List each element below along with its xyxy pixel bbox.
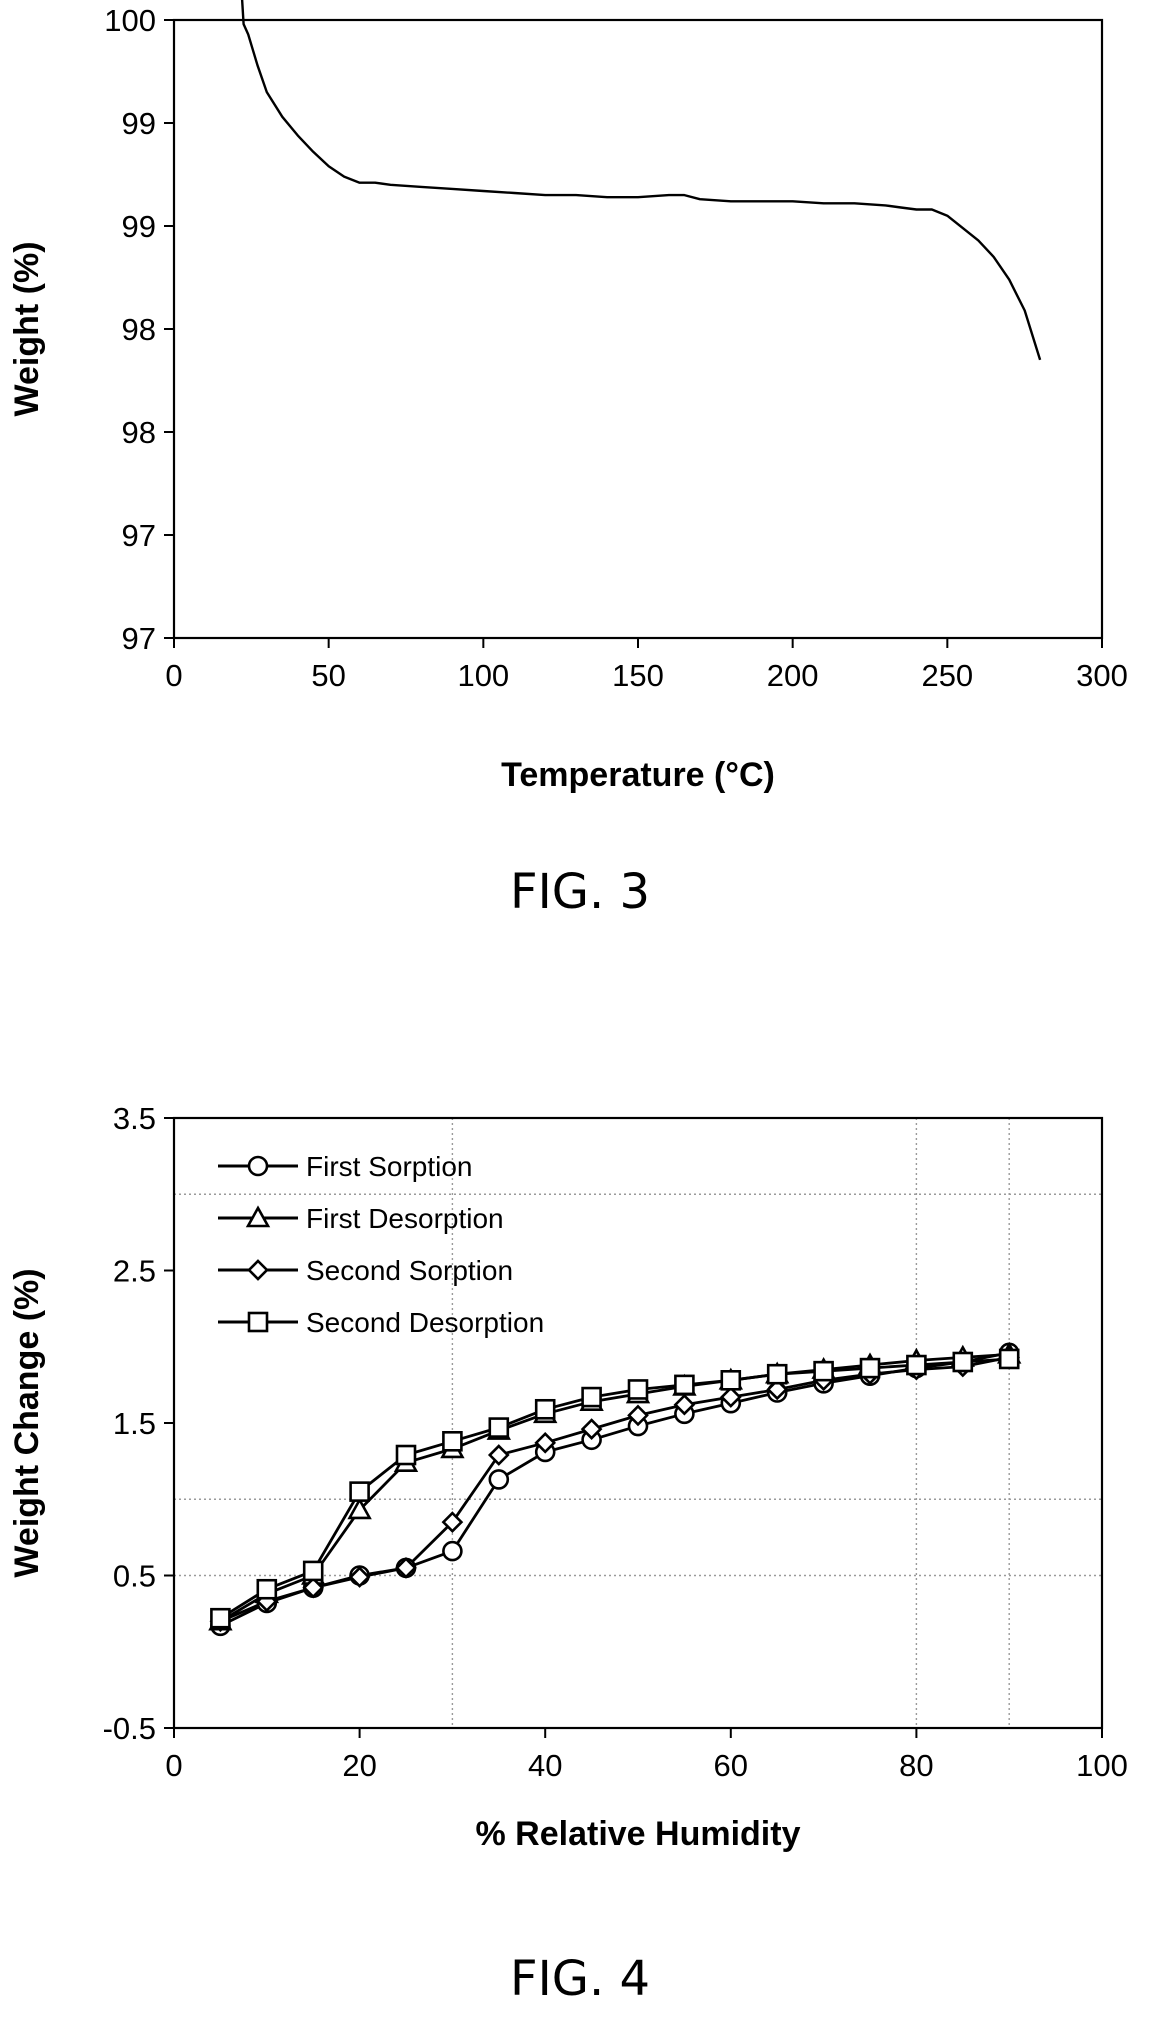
fig4-x-tick-label: 100: [1076, 1748, 1128, 1783]
fig4-point-circle: [488, 1469, 510, 1490]
fig4-chart: 0 20 40 60 80 100 -0.5 0.5 1.5 2.5 3.5 % Relative H…: [8, 1101, 1128, 1853]
fig3-x-tick-label: 50: [311, 658, 345, 693]
fig3-y-tick-label: 97: [122, 518, 156, 553]
fig4-point-square: [395, 1444, 417, 1466]
fig3-x-tick-label: 250: [921, 658, 973, 693]
fig3-x-tick-label: 100: [457, 658, 509, 693]
fig4-point-square: [534, 1398, 556, 1420]
fig4-point-diamond: [719, 1386, 742, 1408]
fig3-x-tick-label: 300: [1076, 658, 1128, 693]
fig4-point-square: [674, 1374, 695, 1396]
fig4-legend-label: First Sorption: [306, 1151, 473, 1182]
fig4-point-square: [210, 1607, 231, 1629]
fig4-point-square: [302, 1560, 324, 1582]
fig4-point-square: [488, 1417, 510, 1438]
fig3-plot-frame: [172, 18, 1104, 640]
fig4-point-diamond: [580, 1418, 603, 1440]
fig4-point-diamond: [348, 1566, 371, 1588]
fig3-y-tick-label: 97: [122, 621, 156, 656]
fig4-point-diamond: [534, 1431, 557, 1454]
fig4-y-tick-label: 3.5: [113, 1101, 156, 1136]
fig4-point-square: [627, 1379, 649, 1400]
fig3-caption: FIG. 3: [510, 864, 650, 920]
fig3-y-tick-label: 98: [122, 312, 156, 347]
fig4-point-diamond: [441, 1511, 464, 1533]
fig4-point-square: [813, 1360, 834, 1382]
fig4-point-square: [349, 1481, 370, 1502]
fig3-y-tick-label: 98: [122, 415, 156, 450]
fig3-chart: 0 50 100 150 200 250 300 100 99 99 98 98 97 97 Tempera…: [8, 0, 1128, 794]
fig3-x-axis-title: Temperature (°C): [501, 756, 775, 794]
fig3-y-tick-label: 99: [122, 209, 156, 244]
fig4-point-diamond: [487, 1444, 510, 1466]
fig3-y-axis-title: Weight (%): [8, 241, 46, 416]
fig4-point-triangle: [347, 1497, 372, 1520]
fig3-y-tick-label: 100: [104, 3, 156, 38]
fig4-point-square: [906, 1354, 927, 1376]
fig4-point-circle: [442, 1540, 463, 1562]
fig4-y-tick-label: 1.5: [113, 1406, 156, 1441]
fig3-x-tick-label: 150: [612, 658, 664, 693]
fig4-point-square: [442, 1431, 463, 1452]
fig4-point-diamond: [395, 1557, 417, 1579]
fig4-x-tick-label: 60: [714, 1748, 748, 1783]
fig4-x-axis-title: % Relative Humidity: [476, 1815, 801, 1853]
fig4-legend-label: First Desorption: [306, 1203, 504, 1234]
fig4-legend-marker-triangle: [245, 1205, 271, 1228]
fig4-point-square: [998, 1348, 1020, 1370]
fig4-point-diamond: [673, 1393, 696, 1416]
fig4-caption: FIG. 4: [510, 1951, 650, 2007]
fig4-point-square: [766, 1363, 788, 1385]
fig4-point-square: [859, 1357, 881, 1379]
fig4-point-square: [256, 1578, 278, 1600]
fig4-y-tick-label: 0.5: [113, 1559, 156, 1594]
fig4-y-tick-label: 2.5: [113, 1254, 156, 1289]
fig4-point-square: [581, 1386, 602, 1408]
fig4-x-tick-label: 0: [165, 1748, 182, 1783]
fig4-point-diamond: [627, 1404, 649, 1427]
fig3-series-line-0: [240, 0, 1042, 361]
fig4-y-axis-title: Weight Change (%): [8, 1268, 46, 1577]
fig4-legend-label: Second Sorption: [306, 1255, 513, 1286]
fig4-x-tick-label: 40: [528, 1748, 562, 1783]
fig4-legend-marker-diamond: [247, 1259, 269, 1281]
fig4-y-tick-label: -0.5: [103, 1711, 156, 1746]
fig4-point-square: [720, 1370, 742, 1391]
fig4-legend-label: Second Desorption: [306, 1307, 544, 1338]
fig4-point-square: [952, 1351, 974, 1373]
fig3-x-tick-label: 0: [165, 658, 182, 693]
fig4-point-diamond: [302, 1576, 325, 1599]
fig4-legend-marker-circle: [247, 1155, 269, 1177]
fig4-legend-marker-square: [247, 1311, 269, 1333]
fig4-point-diamond: [766, 1378, 789, 1401]
fig4-x-tick-label: 80: [899, 1748, 933, 1783]
fig3-y-tick-label: 99: [122, 106, 156, 141]
fig4-x-tick-label: 20: [342, 1748, 376, 1783]
fig3-x-tick-label: 200: [767, 658, 819, 693]
